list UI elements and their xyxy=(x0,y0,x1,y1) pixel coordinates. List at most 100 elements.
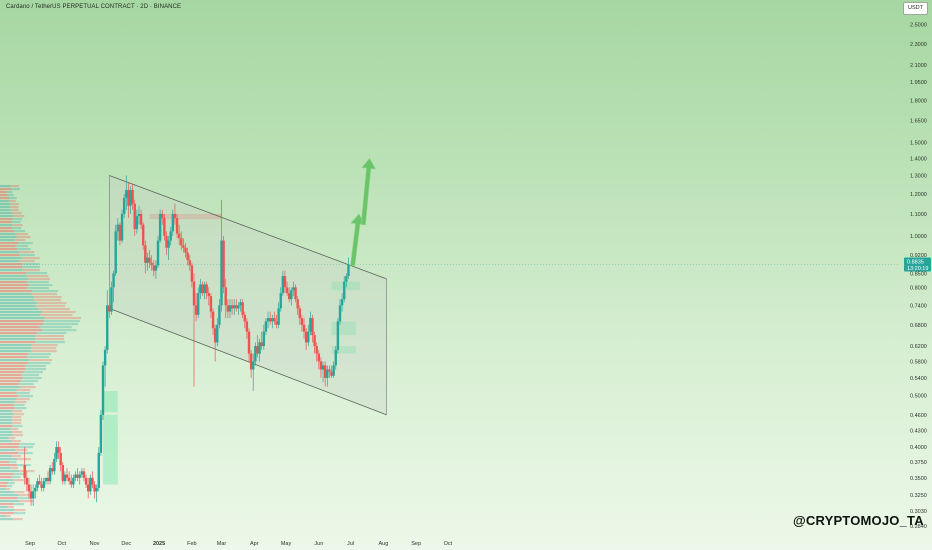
volume-profile-bar xyxy=(0,347,31,349)
volume-profile-bar xyxy=(0,194,8,196)
candle xyxy=(64,471,66,484)
candle xyxy=(55,441,57,462)
candle-body xyxy=(241,302,243,315)
candle-body xyxy=(265,321,267,331)
candle xyxy=(47,471,49,484)
volume-profile-bar xyxy=(40,314,73,316)
candle-body xyxy=(47,478,49,481)
candle xyxy=(250,350,252,378)
candle-body xyxy=(123,198,125,214)
volume-profile-bar xyxy=(29,359,52,361)
candle-body xyxy=(155,265,157,270)
volume-profile-bar xyxy=(0,188,11,190)
candle xyxy=(34,485,36,499)
candle-body xyxy=(184,248,186,253)
volume-profile-bar xyxy=(0,299,34,301)
volume-profile-bar xyxy=(0,269,22,271)
candle-body xyxy=(93,485,95,492)
candle-body xyxy=(106,305,108,350)
volume-profile-bar xyxy=(0,185,10,187)
volume-profile-bar xyxy=(0,425,12,427)
candle xyxy=(79,471,81,484)
candle-body xyxy=(131,190,133,204)
volume-profile-bar xyxy=(13,479,24,481)
volume-profile-bar xyxy=(12,518,22,520)
volume-profile-bar xyxy=(14,230,25,232)
volume-profile-bar xyxy=(31,350,57,352)
volume-profile-bar xyxy=(0,419,12,421)
volume-profile-bar xyxy=(24,371,43,373)
volume-profile-bar xyxy=(35,335,64,337)
volume-profile-bar xyxy=(0,503,13,505)
time-tick-label: 2025 xyxy=(153,541,165,547)
volume-profile-bar xyxy=(11,221,20,223)
volume-profile-bar xyxy=(0,191,7,193)
volume-profile-bar xyxy=(28,362,51,364)
volume-profile-bar xyxy=(0,332,37,334)
time-axis[interactable]: Sep Oct Nov Dec 2025 Feb Mar Apr May Jun Jul Aug Sep… xyxy=(25,541,453,547)
volume-profile-bar xyxy=(39,326,71,328)
currency-button[interactable]: USDT xyxy=(903,2,928,15)
candle-body xyxy=(347,264,349,276)
volume-profile-bar xyxy=(0,212,12,214)
candle-body xyxy=(108,305,110,311)
volume-profile-bar xyxy=(10,206,18,208)
volume-profile-bar xyxy=(0,281,27,283)
candle-body xyxy=(64,475,66,482)
candle-body xyxy=(30,491,32,498)
volume-profile-bar xyxy=(0,320,44,322)
volume-profile-bar xyxy=(6,515,11,517)
candle-body xyxy=(197,293,199,315)
volume-profile-bar xyxy=(8,194,14,196)
volume-profile-bar xyxy=(0,314,40,316)
candle xyxy=(72,475,74,488)
volume-profile-bar xyxy=(0,398,16,400)
volume-profile-bar xyxy=(22,269,40,271)
candle-body xyxy=(311,318,313,335)
volume-profile-bar xyxy=(14,491,25,493)
volume-profile-bar xyxy=(0,287,27,289)
volume-profile-bar xyxy=(15,401,27,403)
volume-profile-bar xyxy=(0,374,21,376)
candle-body xyxy=(157,241,159,266)
price-badge-countdown: 13:20:19 xyxy=(907,266,928,272)
volume-profile-bar xyxy=(0,383,18,385)
volume-profile-bar xyxy=(0,437,8,439)
volume-profile-bar xyxy=(0,353,28,355)
candle xyxy=(74,471,76,481)
candle-body xyxy=(261,342,263,346)
candle-body xyxy=(256,346,258,354)
candle-body xyxy=(280,293,282,308)
candle-body xyxy=(335,350,337,366)
volume-profile-bar xyxy=(37,332,67,334)
candle-body xyxy=(235,305,237,308)
candle-body xyxy=(303,325,305,332)
volume-profile-bar xyxy=(0,227,12,229)
candle-body xyxy=(326,370,328,378)
candle-body xyxy=(170,231,172,240)
volume-profile-bar xyxy=(26,272,47,274)
volume-profile-bar xyxy=(18,383,33,385)
candle-body xyxy=(216,325,218,343)
candle xyxy=(59,447,61,471)
candle xyxy=(159,210,161,243)
candle-body xyxy=(263,332,265,346)
volume-profile-bar xyxy=(0,218,12,220)
volume-profile-bar xyxy=(0,386,20,388)
candle-body xyxy=(68,478,70,481)
candle-body xyxy=(36,481,38,488)
candle-body xyxy=(254,346,256,361)
volume-profile-bar xyxy=(18,242,33,244)
price-tick-label: 2.5000 xyxy=(910,23,927,29)
candle-body xyxy=(174,214,176,218)
candle-body xyxy=(191,265,193,281)
volume-profile-bar xyxy=(0,434,13,436)
volume-profile-bar xyxy=(27,287,49,289)
volume-profile-bar xyxy=(6,488,11,490)
volume-profile-bar xyxy=(25,368,46,370)
volume-profile-bar xyxy=(43,323,78,325)
volume-profile-bar xyxy=(0,431,12,433)
demand-zone xyxy=(103,391,118,412)
